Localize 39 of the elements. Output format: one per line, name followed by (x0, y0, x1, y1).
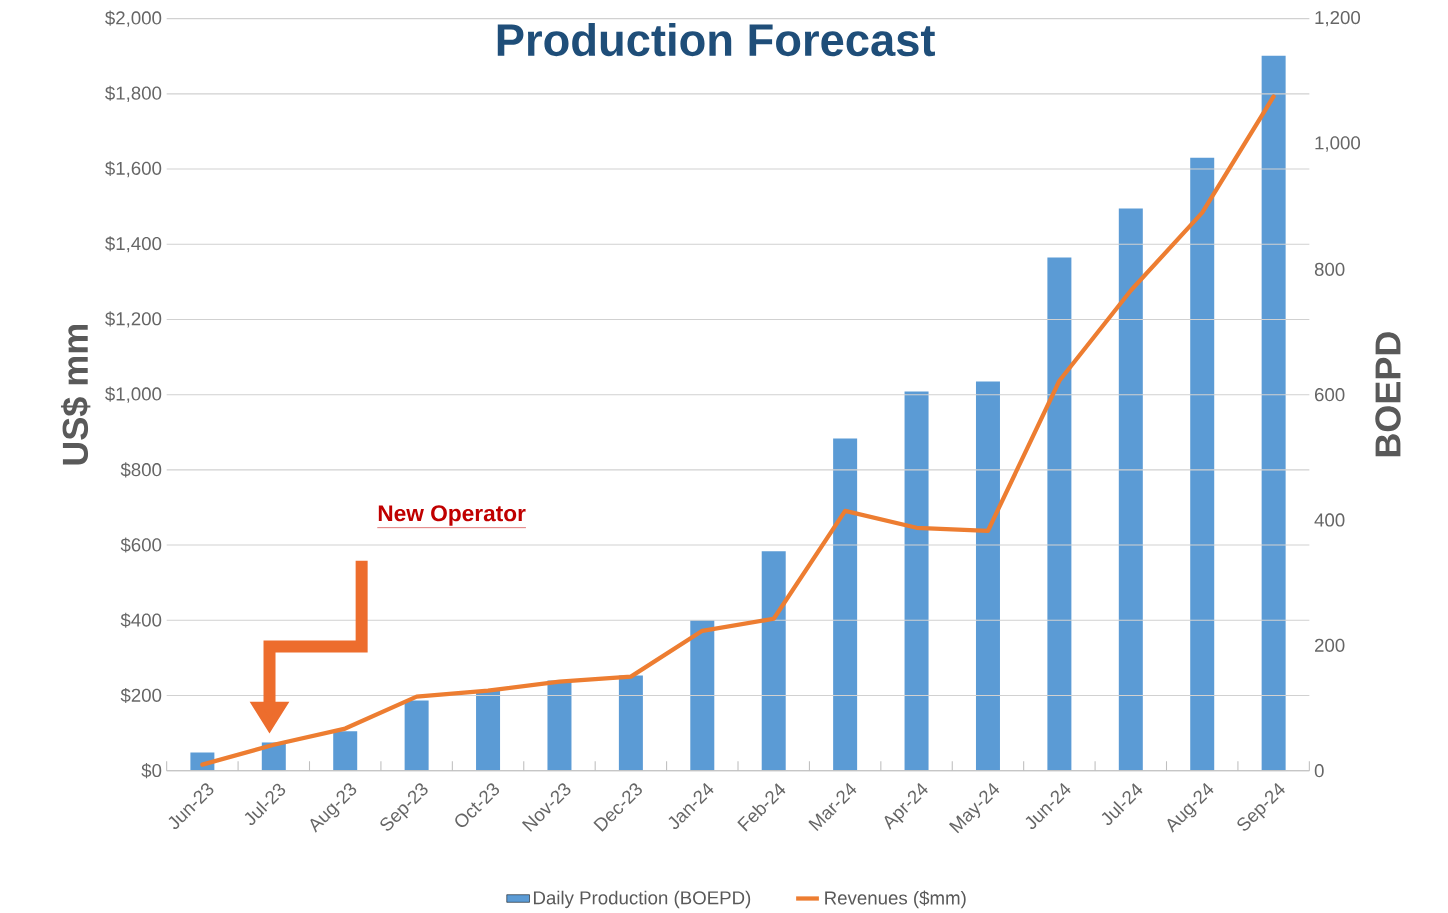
y-tick-label: $200 (120, 687, 162, 703)
y-tick-label: $600 (120, 537, 162, 553)
bar (904, 391, 929, 771)
bar (333, 731, 358, 771)
bar (690, 620, 715, 771)
y-tick-label: $1,200 (105, 311, 162, 328)
y-tick-label: $1,400 (105, 236, 162, 253)
bar (833, 438, 858, 771)
bar (1047, 257, 1072, 771)
chart-title: Production Forecast (497, 22, 935, 57)
y2-tick-label: 400 (1314, 513, 1345, 527)
y2-tick-label: 800 (1314, 262, 1345, 276)
y2-tick-label: 600 (1315, 387, 1345, 402)
y-tick-label: $1,000 (105, 386, 162, 403)
legend-label: Daily Production (BOEPD) (533, 890, 751, 908)
y-tick-label: $400 (120, 612, 162, 628)
bar (1261, 55, 1286, 771)
bar (404, 700, 429, 771)
y-tick-label: $1,800 (105, 85, 162, 102)
bar (975, 381, 1000, 771)
legend-label: Revenues ($mm) (825, 890, 966, 909)
y2-tick-label: 1,200 (1315, 10, 1361, 27)
y-axis-title: US$ mm (60, 324, 91, 465)
y2-tick-label: 0 (1314, 763, 1324, 778)
annotation: New Operator (378, 505, 526, 526)
y2-tick-label: 1,000 (1315, 136, 1361, 152)
bar (618, 675, 643, 771)
bar (1118, 208, 1143, 771)
y-tick-label: $0 (141, 762, 162, 779)
bar (761, 551, 786, 771)
y2-axis-title: BOEPD (1375, 332, 1401, 457)
bar (476, 690, 501, 771)
y-tick-label: $800 (120, 462, 162, 478)
y-tick-label: $1,600 (105, 160, 162, 177)
y-tick-label: $2,000 (105, 10, 162, 27)
line-series (200, 94, 1276, 767)
bar (1190, 157, 1215, 771)
bar (547, 680, 572, 771)
y2-tick-label: 200 (1315, 638, 1345, 652)
